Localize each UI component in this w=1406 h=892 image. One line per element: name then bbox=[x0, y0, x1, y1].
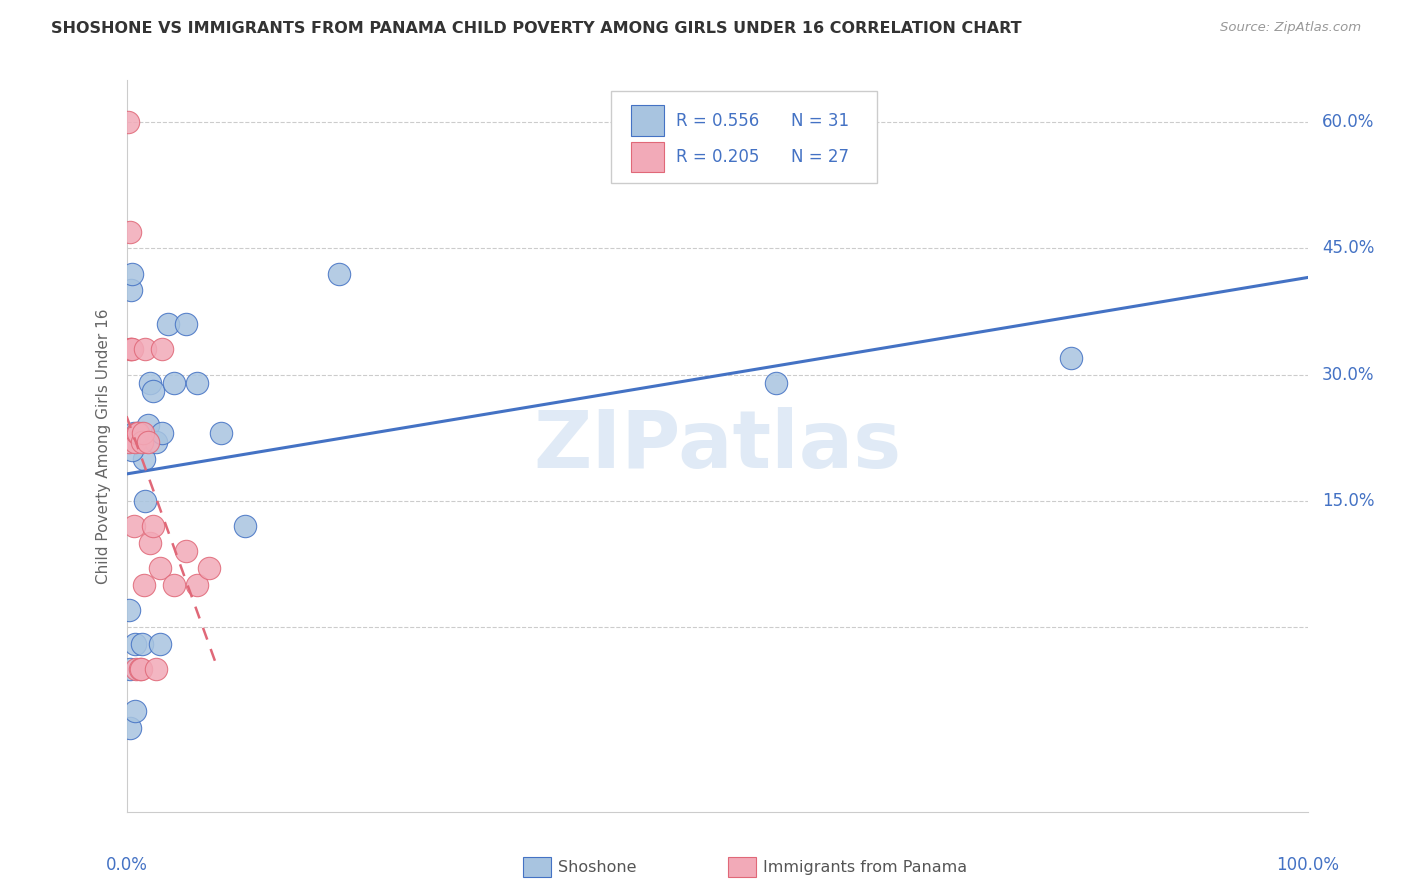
Point bbox=[156, 317, 179, 331]
Text: R = 0.556: R = 0.556 bbox=[676, 112, 759, 129]
Point bbox=[131, 434, 153, 449]
Text: 45.0%: 45.0% bbox=[1322, 239, 1374, 258]
Text: 0.0%: 0.0% bbox=[105, 855, 148, 873]
Point bbox=[149, 561, 172, 575]
Text: SHOSHONE VS IMMIGRANTS FROM PANAMA CHILD POVERTY AMONG GIRLS UNDER 16 CORRELATIO: SHOSHONE VS IMMIGRANTS FROM PANAMA CHILD… bbox=[51, 21, 1021, 37]
Point bbox=[117, 115, 139, 129]
Point bbox=[125, 434, 148, 449]
Point bbox=[127, 426, 149, 441]
Point bbox=[145, 662, 167, 676]
Point bbox=[139, 535, 162, 549]
Point bbox=[122, 426, 145, 441]
Y-axis label: Child Poverty Among Girls Under 16: Child Poverty Among Girls Under 16 bbox=[96, 309, 111, 583]
Point bbox=[127, 426, 149, 441]
Point bbox=[127, 426, 149, 441]
Point bbox=[134, 493, 156, 508]
Point bbox=[186, 376, 208, 390]
Text: 30.0%: 30.0% bbox=[1322, 366, 1374, 384]
Point bbox=[120, 284, 142, 298]
FancyBboxPatch shape bbox=[631, 105, 664, 136]
Point bbox=[145, 434, 167, 449]
Point bbox=[150, 343, 173, 357]
Point bbox=[134, 343, 156, 357]
Text: 100.0%: 100.0% bbox=[1277, 855, 1339, 873]
Point bbox=[122, 519, 145, 533]
FancyBboxPatch shape bbox=[610, 91, 876, 183]
Text: N = 31: N = 31 bbox=[792, 112, 849, 129]
Point bbox=[1060, 351, 1083, 365]
Text: ZIPatlas: ZIPatlas bbox=[533, 407, 901, 485]
Point bbox=[132, 426, 155, 441]
Point bbox=[141, 384, 163, 399]
Point bbox=[136, 417, 159, 432]
Point bbox=[328, 267, 350, 281]
Point bbox=[124, 704, 146, 718]
Point bbox=[141, 519, 163, 533]
Point bbox=[120, 343, 142, 357]
Text: 60.0%: 60.0% bbox=[1322, 113, 1374, 131]
FancyBboxPatch shape bbox=[631, 142, 664, 172]
Text: 15.0%: 15.0% bbox=[1322, 491, 1374, 509]
Point bbox=[163, 376, 186, 390]
Point bbox=[127, 434, 149, 449]
Point bbox=[765, 376, 787, 390]
Point bbox=[125, 662, 148, 676]
Point bbox=[121, 267, 143, 281]
Point bbox=[134, 578, 156, 592]
Point bbox=[131, 636, 153, 650]
Point bbox=[121, 343, 143, 357]
Text: Source: ZipAtlas.com: Source: ZipAtlas.com bbox=[1220, 21, 1361, 35]
Point bbox=[150, 426, 173, 441]
Point bbox=[118, 434, 141, 449]
Point bbox=[209, 426, 232, 441]
Point bbox=[198, 561, 221, 575]
Point bbox=[124, 434, 146, 449]
Point bbox=[120, 225, 142, 239]
Point bbox=[120, 662, 142, 676]
Point bbox=[134, 451, 156, 466]
Point bbox=[163, 578, 186, 592]
Point bbox=[120, 721, 142, 735]
Point bbox=[124, 636, 146, 650]
Point bbox=[129, 662, 152, 676]
Point bbox=[129, 426, 152, 441]
Text: Immigrants from Panama: Immigrants from Panama bbox=[763, 860, 967, 874]
Text: Shoshone: Shoshone bbox=[558, 860, 637, 874]
Text: N = 27: N = 27 bbox=[792, 148, 849, 166]
Point bbox=[128, 662, 150, 676]
Point bbox=[136, 434, 159, 449]
Point bbox=[233, 519, 256, 533]
Point bbox=[121, 443, 143, 458]
Point bbox=[139, 376, 162, 390]
Point bbox=[149, 636, 172, 650]
Point bbox=[120, 343, 142, 357]
Point bbox=[174, 317, 197, 331]
Point bbox=[174, 544, 197, 558]
Point bbox=[118, 603, 141, 617]
Text: R = 0.205: R = 0.205 bbox=[676, 148, 759, 166]
Point bbox=[186, 578, 208, 592]
